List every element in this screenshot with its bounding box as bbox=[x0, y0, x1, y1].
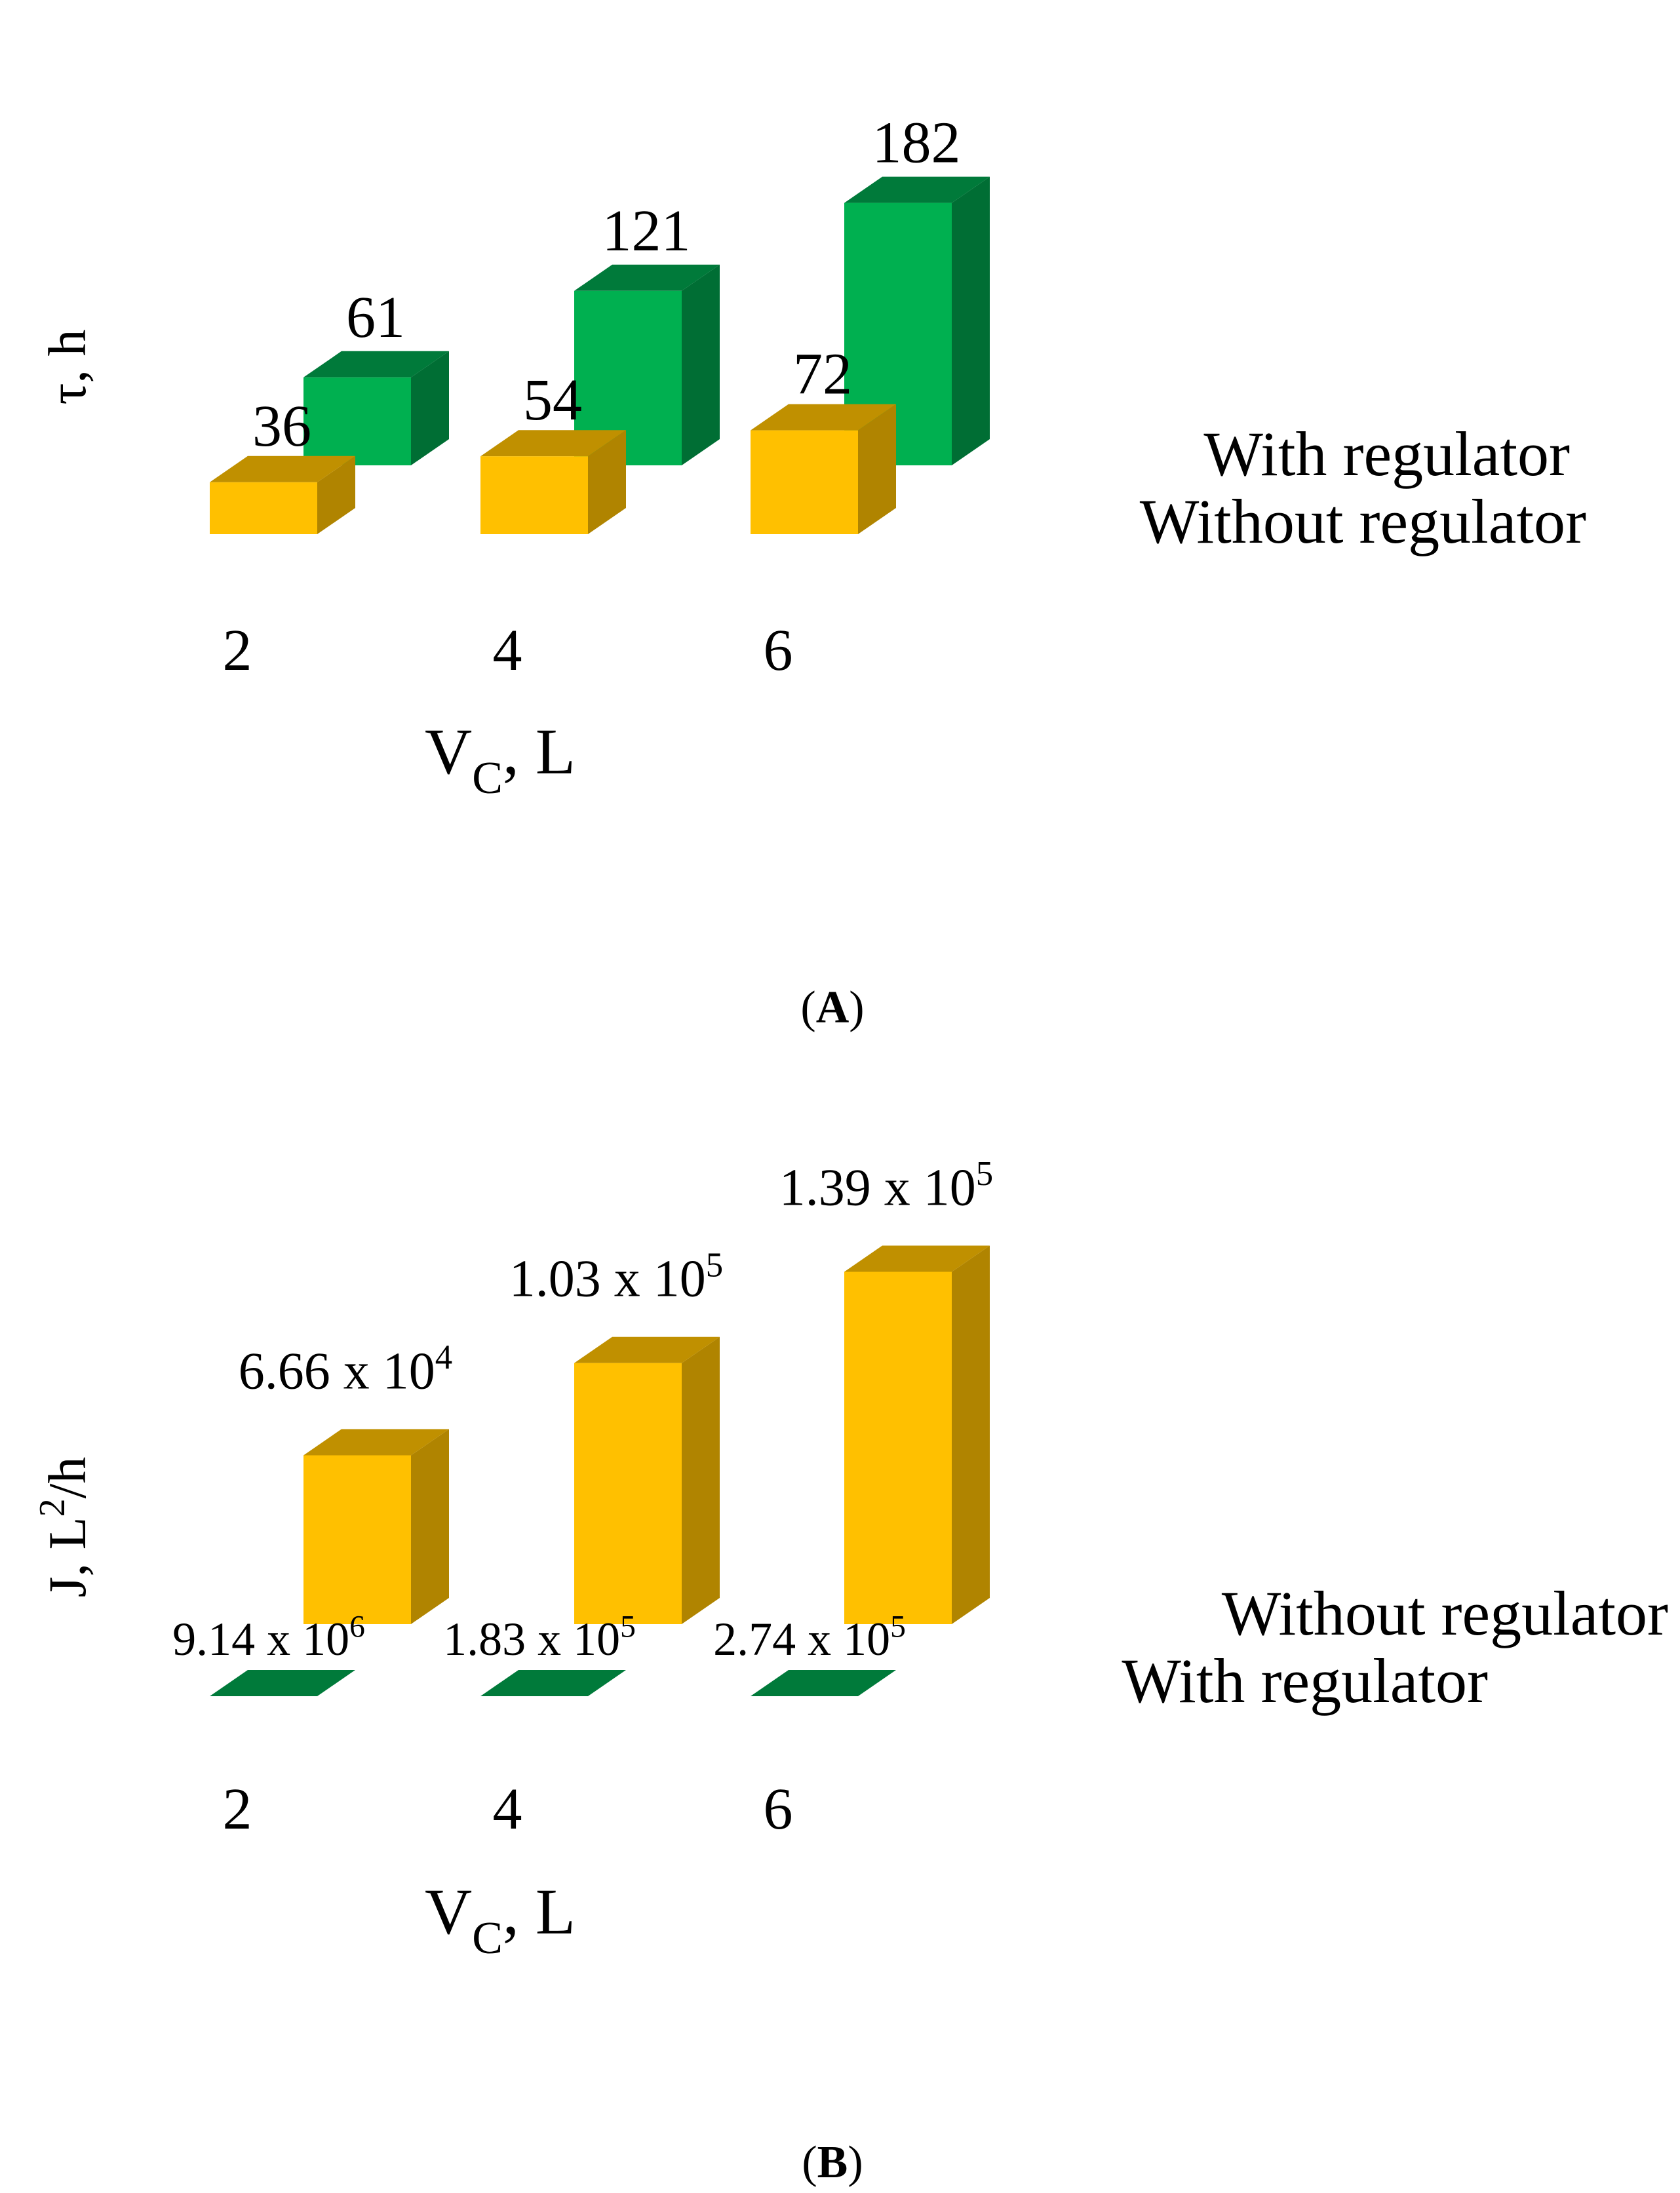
panel-b-legend: Without regulator With regulator bbox=[1122, 1578, 1668, 1716]
panel-a-x-axis-label: VC, L bbox=[425, 715, 576, 804]
data-label-with-regulator: 9.14 x 106 bbox=[172, 1610, 365, 1665]
bar-with-regulator-top bbox=[574, 264, 720, 291]
bar-without-regulator-front bbox=[303, 1455, 411, 1624]
bar-without-regulator-front bbox=[751, 430, 858, 534]
data-label-with-regulator: 1.83 x 105 bbox=[443, 1610, 636, 1665]
bar-without-regulator-side bbox=[858, 404, 896, 534]
data-label-with-regulator: 182 bbox=[872, 111, 961, 176]
bar-without-regulator-top bbox=[574, 1336, 720, 1363]
bar-without-regulator bbox=[303, 1429, 449, 1624]
bar-with-regulator-side bbox=[682, 264, 720, 465]
bar-with-regulator-top bbox=[844, 176, 990, 203]
panel-b-x-tick-label: 2 bbox=[223, 1777, 252, 1842]
bar-without-regulator-front bbox=[480, 456, 588, 534]
bar-with-regulator-top bbox=[751, 1670, 896, 1696]
bar-with-regulator bbox=[574, 264, 720, 465]
panel-b-x-tick-label: 4 bbox=[493, 1777, 522, 1842]
bar-without-regulator-top bbox=[844, 1245, 990, 1272]
bar-with-regulator-side bbox=[952, 176, 990, 465]
bar-without-regulator-top bbox=[480, 430, 626, 457]
panel-b-y-axis-label: J, L2/h bbox=[32, 1457, 97, 1598]
bar-with-regulator-side bbox=[411, 351, 449, 465]
bar-without-regulator bbox=[844, 1245, 990, 1624]
data-label-with-regulator: 121 bbox=[602, 199, 691, 263]
bar-with-regulator-top bbox=[480, 1670, 626, 1696]
bar-without-regulator-front bbox=[574, 1363, 682, 1624]
bar-without-regulator-top bbox=[303, 1429, 449, 1456]
bar-without-regulator-side bbox=[317, 456, 355, 534]
bar-without-regulator-side bbox=[411, 1429, 449, 1624]
panel-a-legend-with-regulator: With regulator bbox=[1203, 419, 1570, 489]
bar-without-regulator-top bbox=[751, 404, 896, 431]
bar-without-regulator-side bbox=[682, 1336, 720, 1624]
bar-with-regulator bbox=[480, 1670, 626, 1696]
panel-a-caption: (A) bbox=[800, 982, 864, 1033]
panel-a-legend: With regulator Without regulator bbox=[1140, 419, 1586, 556]
data-label-with-regulator: 2.74 x 105 bbox=[713, 1610, 906, 1665]
panel-a-x-tick-label: 2 bbox=[223, 618, 252, 683]
panel-a-legend-without-regulator: Without regulator bbox=[1140, 486, 1586, 556]
panel-a-x-tick-label: 4 bbox=[493, 618, 522, 683]
data-label-without-regulator: 36 bbox=[252, 394, 311, 459]
data-label-without-regulator: 6.66 x 104 bbox=[239, 1338, 452, 1400]
panel-b-legend-without-regulator: Without regulator bbox=[1222, 1578, 1668, 1648]
panel-a-y-axis-label: τ, h bbox=[37, 330, 97, 405]
panel-b-legend-with-regulator: With regulator bbox=[1122, 1646, 1488, 1716]
panel-b-bars bbox=[210, 1245, 990, 1696]
bar-with-regulator bbox=[751, 1670, 896, 1696]
bar-without-regulator bbox=[480, 430, 626, 534]
data-label-without-regulator: 1.03 x 105 bbox=[509, 1246, 723, 1308]
bar-with-regulator bbox=[210, 1670, 355, 1696]
panel-b-x-tick-label: 6 bbox=[764, 1777, 793, 1842]
bar-without-regulator-front bbox=[210, 482, 317, 534]
bar-without-regulator-front bbox=[844, 1271, 952, 1624]
data-label-without-regulator: 72 bbox=[793, 342, 852, 407]
bar-without-regulator bbox=[751, 404, 896, 534]
bar-with-regulator-front bbox=[303, 377, 411, 465]
panel-b: 6.66 x 104 1.03 x 105 1.39 x 105 9.14 x 106… bbox=[32, 1155, 1668, 2188]
panel-a-bars bbox=[210, 176, 990, 534]
panel-a-x-tick-label: 6 bbox=[764, 618, 793, 683]
bar-with-regulator-top bbox=[210, 1670, 355, 1696]
bar-without-regulator-top bbox=[210, 456, 355, 482]
panel-b-x-axis-label: VC, L bbox=[425, 1875, 576, 1964]
data-label-without-regulator: 54 bbox=[523, 368, 582, 433]
panel-a: 61 121 182 36 54 72 τ, h With regulator Witho… bbox=[37, 111, 1586, 1033]
bar-without-regulator bbox=[210, 456, 355, 534]
bar-without-regulator-side bbox=[952, 1245, 990, 1624]
panel-a-x-tick-labels: 2 4 6 bbox=[223, 618, 793, 683]
data-label-without-regulator: 1.39 x 105 bbox=[779, 1155, 993, 1216]
bar-with-regulator bbox=[303, 351, 449, 465]
panel-b-x-tick-labels: 2 4 6 bbox=[223, 1777, 793, 1842]
panel-a-value-labels: 61 121 182 36 54 72 bbox=[252, 111, 961, 459]
bar-without-regulator bbox=[574, 1336, 720, 1624]
bar-with-regulator-top bbox=[303, 351, 449, 378]
panel-b-value-labels: 6.66 x 104 1.03 x 105 1.39 x 105 9.14 x 106… bbox=[172, 1155, 993, 1665]
bar-without-regulator-side bbox=[588, 430, 626, 534]
panel-b-caption: (B) bbox=[802, 2137, 863, 2188]
data-label-with-regulator: 61 bbox=[346, 285, 405, 350]
